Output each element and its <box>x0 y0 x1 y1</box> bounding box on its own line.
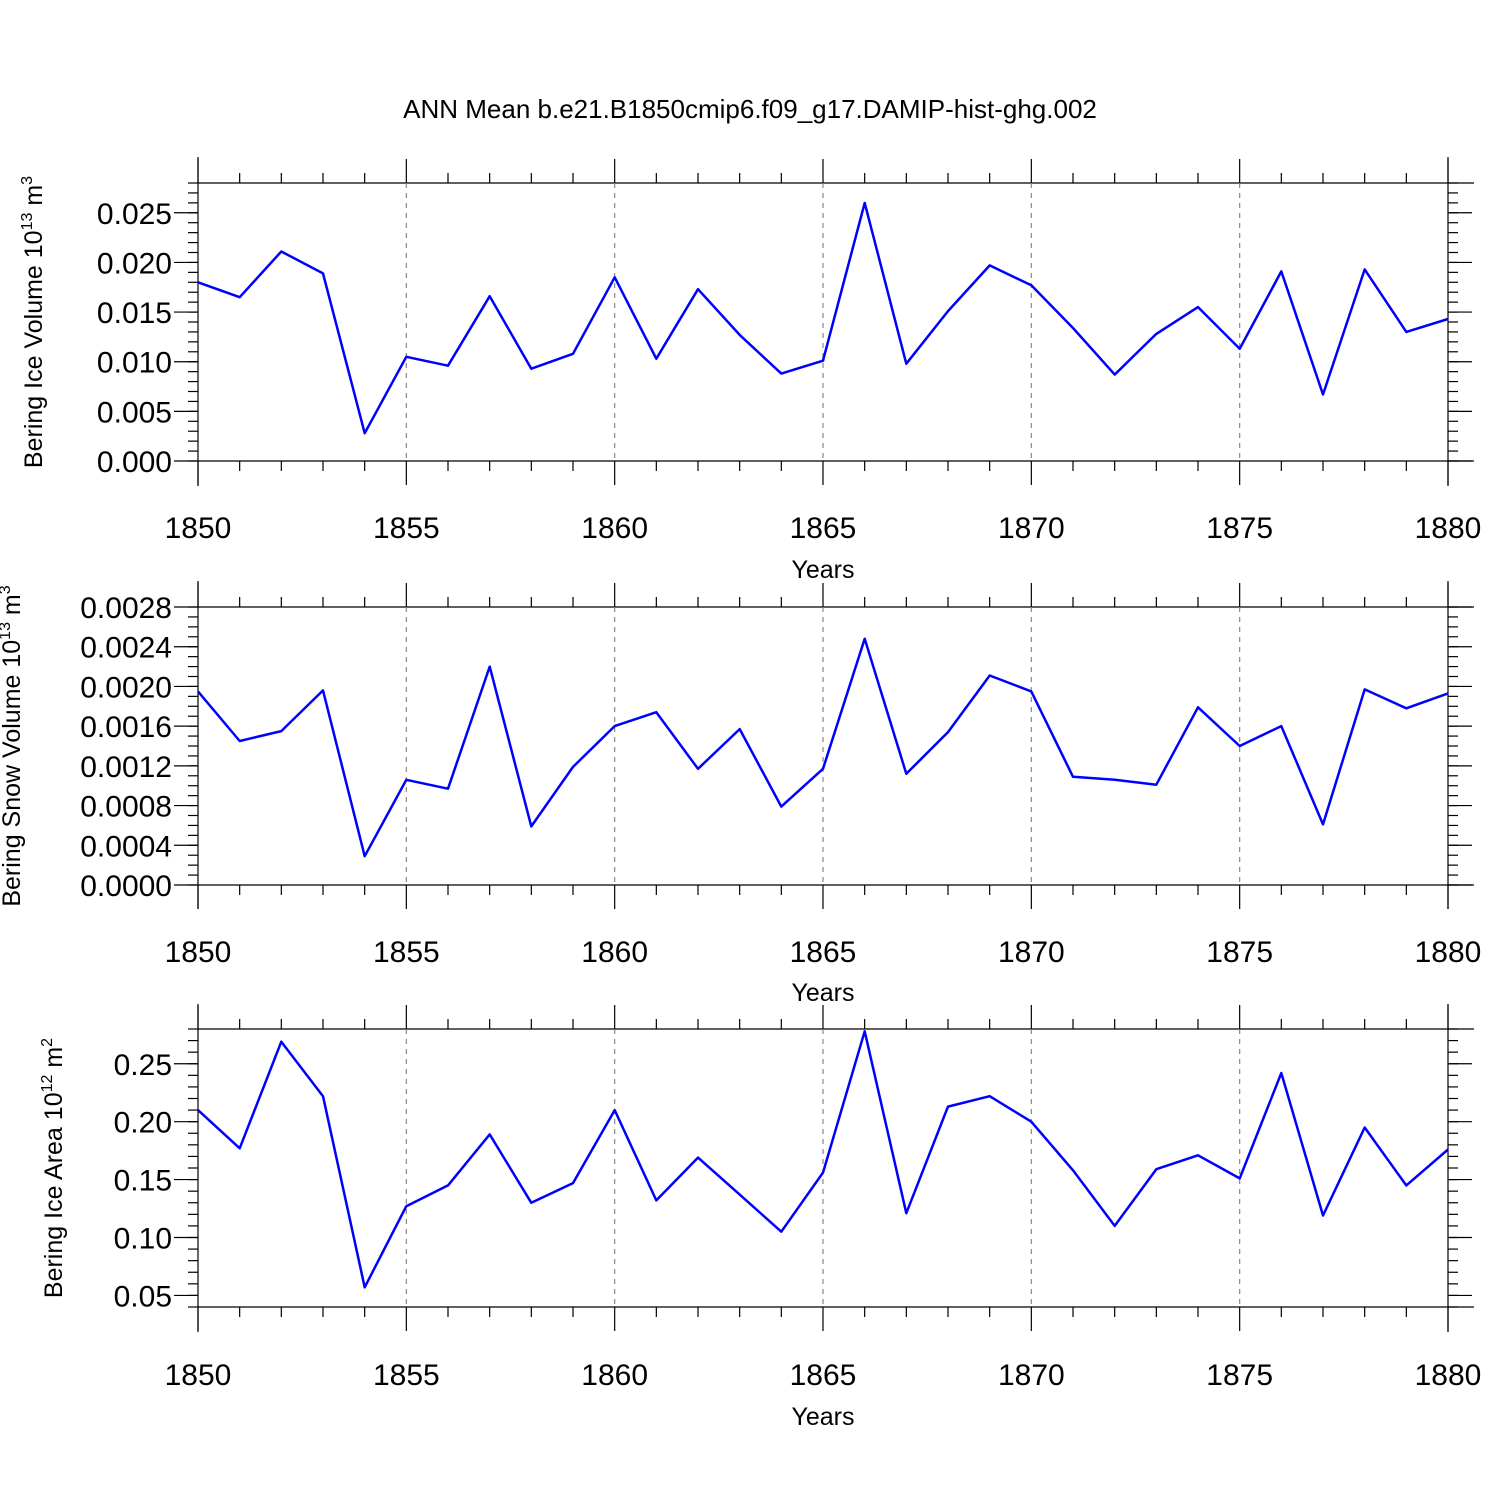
y-tick-label: 0.15 <box>114 1165 172 1198</box>
y-tick-label: 0.0004 <box>80 830 172 863</box>
chart-panel-2: 1850 1855 1860 1865 1870 1875 1880 0.0000 0.0004… <box>0 581 1481 1007</box>
x-axis-label: Years <box>791 556 854 584</box>
y-tick-label: 0.000 <box>97 446 172 479</box>
y-tick-label: 0.0000 <box>80 870 172 903</box>
x-tick-label: 1870 <box>998 936 1065 969</box>
x-tick-label: 1880 <box>1415 512 1482 545</box>
series-line <box>197 637 1449 858</box>
x-tick-label: 1860 <box>581 1359 648 1392</box>
y-tick-label: 0.010 <box>97 347 172 380</box>
x-tick-label: 1875 <box>1206 1359 1273 1392</box>
x-tick-label: 1850 <box>165 936 232 969</box>
x-tick-label: 1870 <box>998 512 1065 545</box>
y-tick-label: 0.0008 <box>80 791 172 824</box>
y-tick-label: 0.20 <box>114 1107 172 1140</box>
x-tick-label: 1855 <box>373 936 440 969</box>
y-tick-label: 0.015 <box>97 297 172 330</box>
x-tick-label: 1865 <box>790 936 857 969</box>
x-tick-label: 1850 <box>165 512 232 545</box>
x-tick-label: 1870 <box>998 1359 1065 1392</box>
y-axis-label: Bering Ice Area 1012 m2 <box>39 1038 68 1298</box>
y-tick-label: 0.0016 <box>80 711 172 744</box>
x-tick-label: 1855 <box>373 1359 440 1392</box>
y-tick-label: 0.05 <box>114 1280 172 1313</box>
x-tick-label: 1880 <box>1415 1359 1482 1392</box>
x-tick-label: 1875 <box>1206 512 1273 545</box>
x-tick-label: 1875 <box>1206 936 1273 969</box>
x-tick-label: 1860 <box>581 512 648 545</box>
chart-title: ANN Mean b.e21.B1850cmip6.f09_g17.DAMIP-… <box>403 94 1097 124</box>
y-tick-label: 0.025 <box>97 198 172 231</box>
y-tick-label: 0.25 <box>114 1049 172 1082</box>
y-tick-label: 0.0028 <box>80 592 172 625</box>
x-tick-label: 1855 <box>373 512 440 545</box>
x-tick-label: 1865 <box>790 1359 857 1392</box>
x-tick-label: 1850 <box>165 1359 232 1392</box>
y-tick-label: 0.0020 <box>80 671 172 704</box>
x-tick-label: 1860 <box>581 936 648 969</box>
y-axis-label: Bering Ice Volume 1013 m3 <box>19 176 48 468</box>
y-tick-label: 0.020 <box>97 247 172 280</box>
y-tick-label: 0.10 <box>114 1223 172 1256</box>
x-tick-label: 1880 <box>1415 936 1482 969</box>
x-axis-label: Years <box>791 1403 854 1431</box>
y-tick-label: 0.0012 <box>80 751 172 784</box>
x-tick-label: 1865 <box>790 512 857 545</box>
series-line <box>197 201 1449 435</box>
y-axis-label: Bering Snow Volume 1013 m3 <box>0 585 26 906</box>
y-tick-label: 0.005 <box>97 396 172 429</box>
chart-panel-3: 1850 1855 1860 1865 1870 1875 1880 0.05 0.10 0.15… <box>39 1004 1481 1431</box>
x-axis-label: Years <box>791 979 854 1007</box>
y-tick-label: 0.0024 <box>80 632 172 665</box>
series-line <box>197 1030 1449 1289</box>
chart-panel-1: 1850 1855 1860 1865 1870 1875 1880 0.000 0.005 0.… <box>19 157 1481 584</box>
